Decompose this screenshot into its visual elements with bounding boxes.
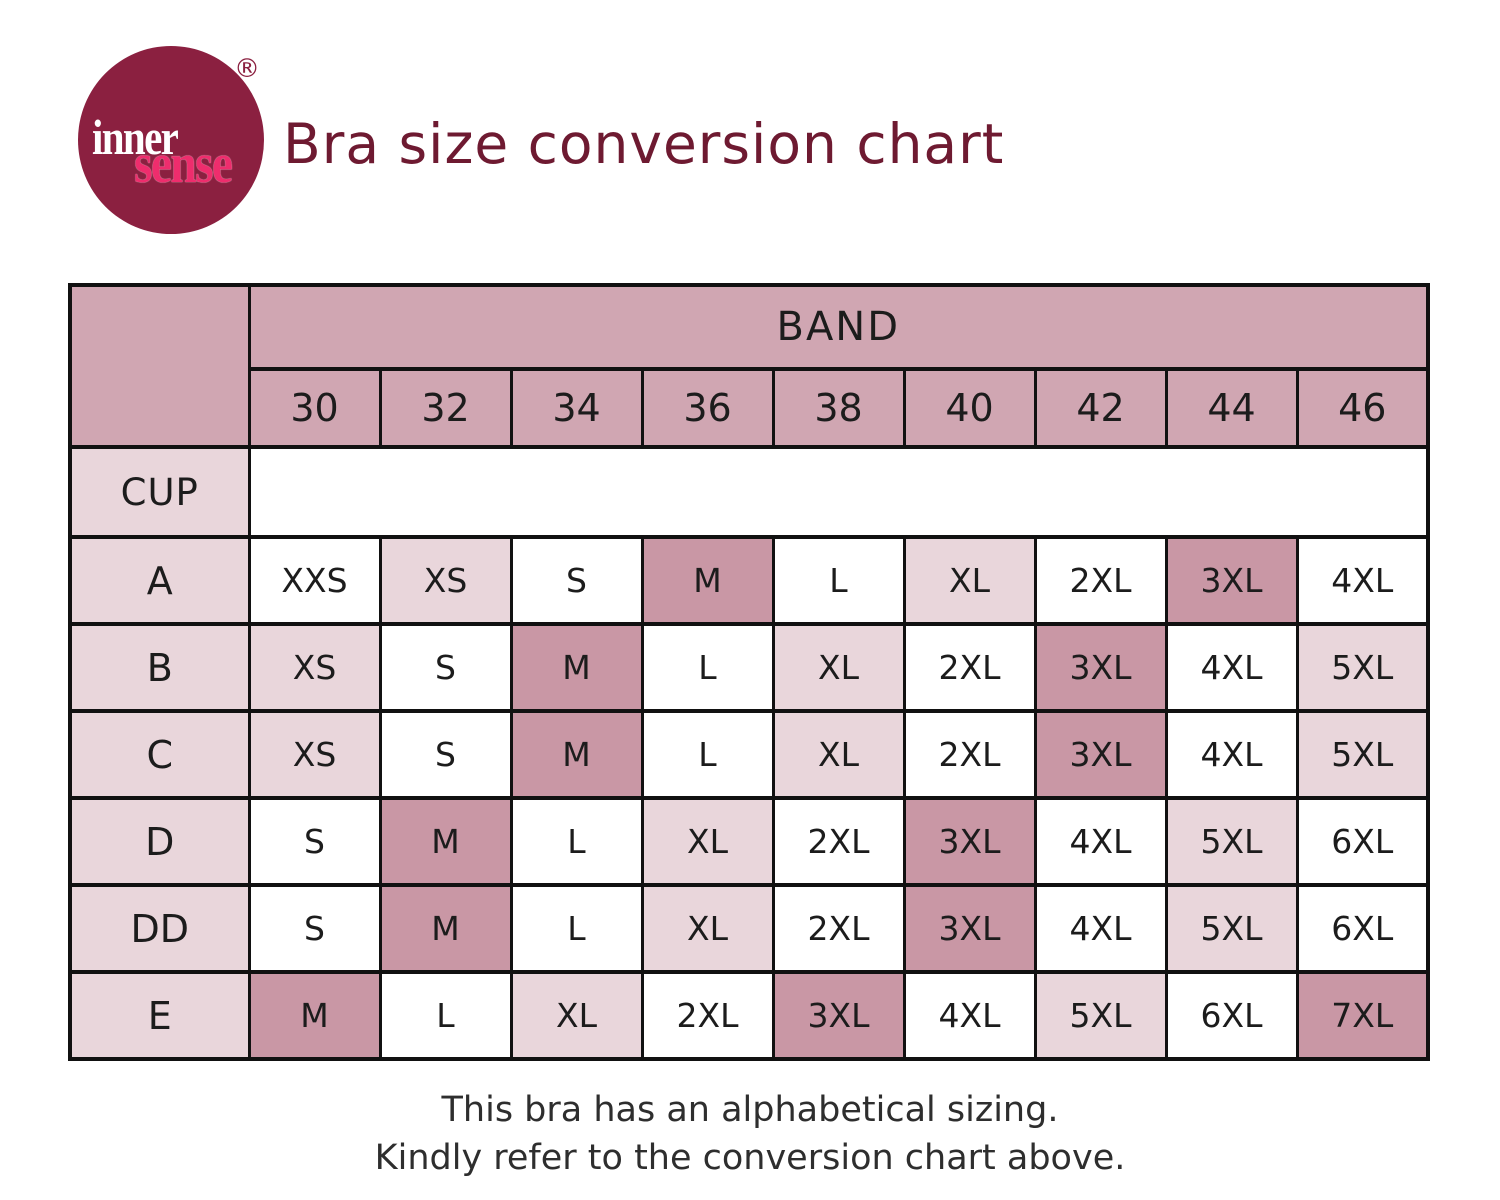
size-cell: XL <box>640 796 775 887</box>
size-cell: 2XL <box>771 883 906 974</box>
size-cell: XL <box>509 970 644 1061</box>
footer-note-line2: Kindly refer to the conversion chart abo… <box>374 1138 1126 1178</box>
size-cell: L <box>771 535 906 626</box>
brand-logo: inner sense ® <box>78 46 264 234</box>
cup-row-label: A <box>68 535 251 626</box>
cup-empty-cell <box>247 445 1430 539</box>
band-size-cell: 40 <box>902 367 1037 449</box>
size-cell: S <box>378 622 513 713</box>
size-cell: 5XL <box>1033 970 1168 1061</box>
size-cell: 3XL <box>902 796 1037 887</box>
band-size-cell: 32 <box>378 367 513 449</box>
size-cell: 2XL <box>771 796 906 887</box>
size-cell: 2XL <box>902 622 1037 713</box>
size-cell: M <box>640 535 775 626</box>
cup-row-label: B <box>68 622 251 713</box>
registered-trademark-icon: ® <box>234 54 260 84</box>
size-cell: 5XL <box>1295 709 1430 800</box>
size-cell: 2XL <box>902 709 1037 800</box>
cup-header-cell: CUP <box>68 445 251 539</box>
size-cell: M <box>378 883 513 974</box>
size-cell: 6XL <box>1295 796 1430 887</box>
size-cell: 7XL <box>1295 970 1430 1061</box>
size-cell: 4XL <box>1033 883 1168 974</box>
size-cell: 2XL <box>640 970 775 1061</box>
size-cell: XL <box>771 622 906 713</box>
band-size-cell: 46 <box>1295 367 1430 449</box>
footer-note: This bra has an alphabetical sizing. Kin… <box>0 1086 1500 1182</box>
size-cell: L <box>509 796 644 887</box>
logo-circle <box>78 46 264 234</box>
size-cell: 4XL <box>902 970 1037 1061</box>
size-cell: 3XL <box>771 970 906 1061</box>
size-cell: XS <box>247 622 382 713</box>
size-cell: XS <box>247 709 382 800</box>
size-cell: 4XL <box>1164 709 1299 800</box>
size-cell: 5XL <box>1164 883 1299 974</box>
size-cell: 2XL <box>1033 535 1168 626</box>
size-cell: L <box>378 970 513 1061</box>
size-cell: XL <box>640 883 775 974</box>
logo-word-inner: inner <box>92 109 179 165</box>
size-cell: M <box>247 970 382 1061</box>
size-cell: S <box>247 796 382 887</box>
size-cell: 6XL <box>1164 970 1299 1061</box>
size-cell: 6XL <box>1295 883 1430 974</box>
band-size-cell: 38 <box>771 367 906 449</box>
size-cell: XXS <box>247 535 382 626</box>
logo-word-sense: sense <box>134 133 233 195</box>
band-size-cell: 42 <box>1033 367 1168 449</box>
size-cell: 3XL <box>902 883 1037 974</box>
size-cell: L <box>509 883 644 974</box>
size-cell: 5XL <box>1164 796 1299 887</box>
size-cell: 3XL <box>1033 709 1168 800</box>
size-cell: 5XL <box>1295 622 1430 713</box>
band-size-cell: 44 <box>1164 367 1299 449</box>
footer-note-line1: This bra has an alphabetical sizing. <box>441 1090 1059 1130</box>
size-cell: 3XL <box>1033 622 1168 713</box>
size-cell: 4XL <box>1164 622 1299 713</box>
size-cell: M <box>509 622 644 713</box>
size-cell: S <box>509 535 644 626</box>
page-title: Bra size conversion chart <box>283 112 1005 176</box>
conversion-table: BAND 30 32 34 36 38 40 42 44 46 CUP A XX… <box>68 283 1431 1061</box>
size-cell: 3XL <box>1164 535 1299 626</box>
size-cell: S <box>378 709 513 800</box>
size-cell: XL <box>771 709 906 800</box>
size-cell: L <box>640 709 775 800</box>
size-cell: XS <box>378 535 513 626</box>
size-cell: M <box>378 796 513 887</box>
band-size-cell: 36 <box>640 367 775 449</box>
size-cell: M <box>509 709 644 800</box>
band-header-cell: BAND <box>247 283 1430 371</box>
size-cell: 4XL <box>1295 535 1430 626</box>
cup-row-label: DD <box>68 883 251 974</box>
cup-row-label: D <box>68 796 251 887</box>
cup-row-label: E <box>68 970 251 1061</box>
band-size-cell: 34 <box>509 367 644 449</box>
size-cell: S <box>247 883 382 974</box>
corner-cell <box>68 283 251 449</box>
size-cell: 4XL <box>1033 796 1168 887</box>
band-size-cell: 30 <box>247 367 382 449</box>
cup-row-label: C <box>68 709 251 800</box>
size-cell: XL <box>902 535 1037 626</box>
size-cell: L <box>640 622 775 713</box>
